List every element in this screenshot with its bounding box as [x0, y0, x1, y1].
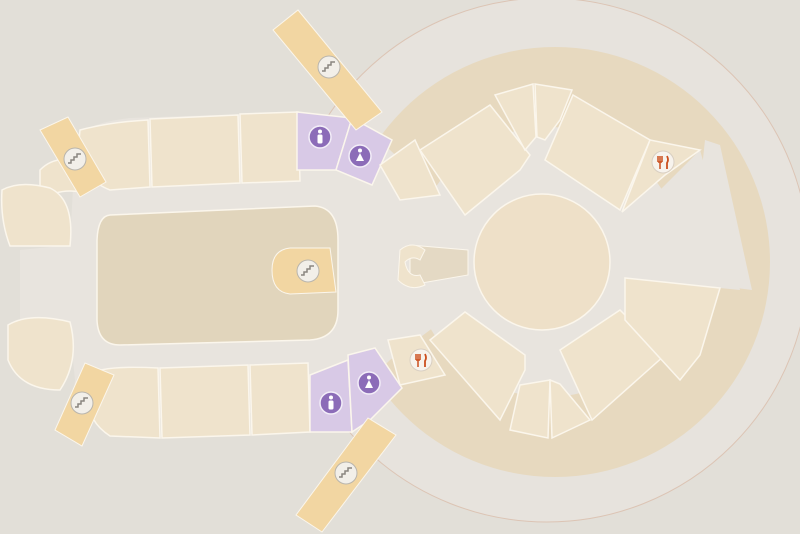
- poi-icons: [63, 55, 675, 485]
- room-s2[interactable]: [159, 364, 251, 439]
- male-restroom-icon[interactable]: [319, 391, 343, 415]
- stairs-icon[interactable]: [63, 147, 87, 171]
- rotunda-room-w-north[interactable]: [379, 138, 442, 201]
- female-restroom-icon[interactable]: [357, 371, 381, 395]
- rotunda-room-ne[interactable]: [544, 93, 651, 212]
- rotunda-central-hall[interactable]: [473, 193, 611, 331]
- restaurant-icon[interactable]: [651, 150, 675, 174]
- south-wing-rooms: [7, 316, 311, 439]
- rotunda-room-s2[interactable]: [549, 378, 592, 440]
- rotunda-room-e[interactable]: [624, 277, 721, 382]
- rotunda-room-s1[interactable]: [509, 379, 551, 439]
- room-n3[interactable]: [239, 111, 301, 184]
- room-nw-round[interactable]: [0, 183, 72, 247]
- stairs-icon[interactable]: [334, 461, 358, 485]
- restaurant-icon[interactable]: [409, 348, 433, 372]
- female-restroom-icon[interactable]: [348, 144, 372, 168]
- stairs-icon[interactable]: [70, 391, 94, 415]
- connector-kiosk[interactable]: [397, 244, 426, 289]
- room-n2[interactable]: [149, 114, 241, 188]
- stairs-icon[interactable]: [296, 259, 320, 283]
- room-sw-round[interactable]: [7, 316, 75, 391]
- room-s3[interactable]: [249, 362, 311, 436]
- central-connector: [409, 244, 469, 286]
- arena-floor[interactable]: [96, 205, 339, 346]
- arena: [96, 205, 339, 346]
- rotunda-room-nw[interactable]: [418, 104, 531, 217]
- rotunda-room-n1[interactable]: [493, 83, 537, 152]
- rotunda-east-corridor-inner: [640, 150, 740, 290]
- rotunda-rooms: [379, 83, 721, 440]
- male-restroom-icon[interactable]: [308, 125, 332, 149]
- rotunda-room-n2[interactable]: [534, 83, 574, 141]
- rotunda-room-sw[interactable]: [428, 311, 526, 422]
- stairs-icon[interactable]: [317, 55, 341, 79]
- rotunda-room-ne-edge[interactable]: [621, 139, 702, 213]
